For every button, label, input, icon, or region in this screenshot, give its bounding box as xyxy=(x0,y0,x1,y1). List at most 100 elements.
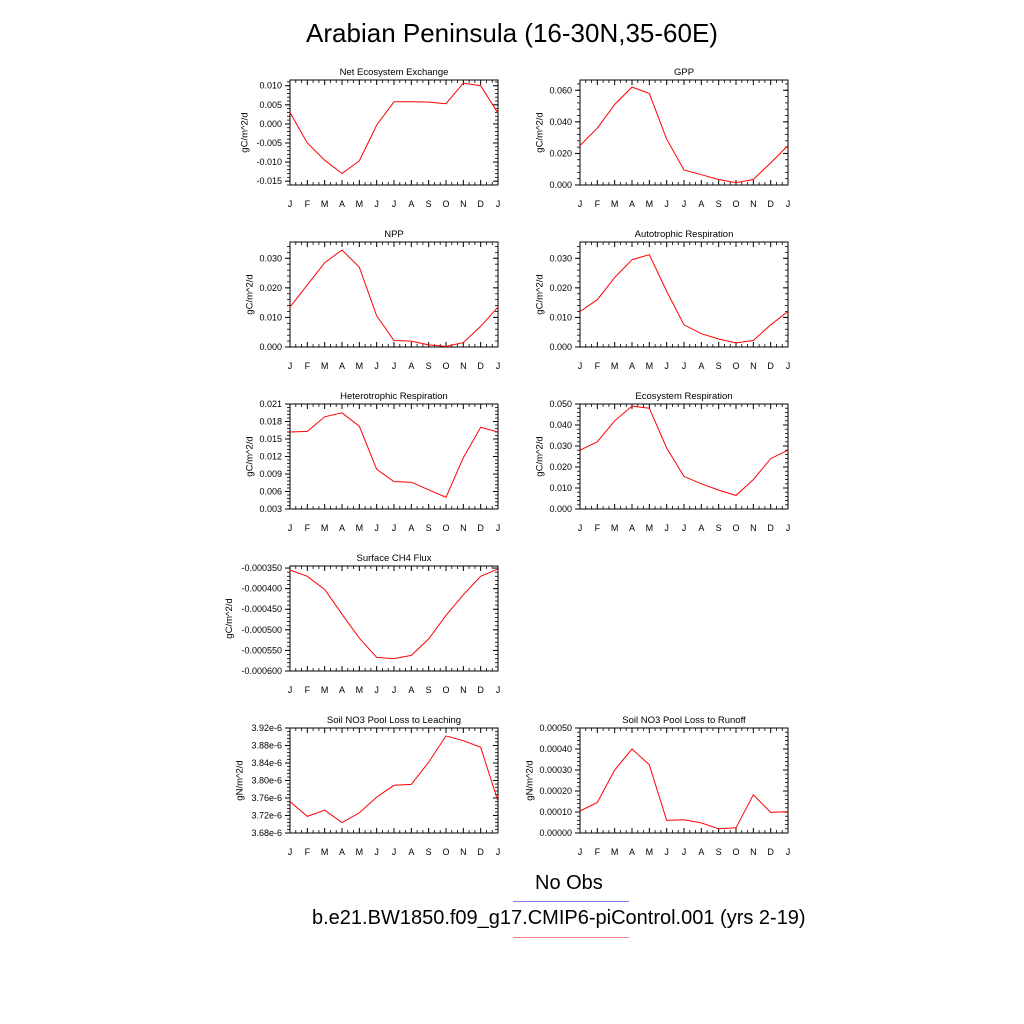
panel-title: NPP xyxy=(384,229,404,240)
x-tick-label: F xyxy=(305,361,311,371)
x-tick-label: O xyxy=(442,199,449,209)
x-tick-label: D xyxy=(477,523,484,533)
x-tick-label: J xyxy=(786,361,791,371)
x-tick-label: S xyxy=(426,847,432,857)
x-tick-label: A xyxy=(339,847,345,857)
x-tick-label: S xyxy=(426,685,432,695)
x-tick-label: F xyxy=(305,199,311,209)
x-tick-label: A xyxy=(698,199,704,209)
y-tick-label: 3.84e-6 xyxy=(251,758,282,768)
x-tick-label: A xyxy=(339,199,345,209)
y-tick-label: -0.015 xyxy=(256,176,282,186)
y-tick-label: 0.015 xyxy=(259,434,282,444)
x-tick-label: J xyxy=(288,361,293,371)
y-tick-label: 0.020 xyxy=(259,283,282,293)
y-tick-label: 0.005 xyxy=(259,100,282,110)
y-tick-label: -0.000400 xyxy=(241,584,282,594)
x-tick-label: J xyxy=(392,523,397,533)
y-tick-label: -0.010 xyxy=(256,157,282,167)
y-axis-label: gN/m^2/d xyxy=(234,760,245,800)
y-axis-label: gC/m^2/d xyxy=(245,274,256,314)
x-tick-label: J xyxy=(786,199,791,209)
y-tick-label: 3.88e-6 xyxy=(251,741,282,751)
y-tick-label: 0.00030 xyxy=(539,765,572,775)
x-tick-label: O xyxy=(442,523,449,533)
x-tick-label: O xyxy=(732,523,739,533)
x-tick-label: D xyxy=(767,361,774,371)
legend-model-line xyxy=(513,937,629,938)
y-tick-label: 0.020 xyxy=(549,462,572,472)
y-tick-label: 0.000 xyxy=(259,342,282,352)
y-tick-label: 0.003 xyxy=(259,504,282,514)
panel-title: Net Ecosystem Exchange xyxy=(340,67,449,78)
y-tick-label: 0.010 xyxy=(549,483,572,493)
y-tick-label: 0.020 xyxy=(549,148,572,158)
x-tick-label: D xyxy=(477,199,484,209)
y-tick-label: 0.030 xyxy=(259,253,282,263)
x-tick-label: N xyxy=(460,847,467,857)
x-tick-label: J xyxy=(288,685,293,695)
x-tick-label: M xyxy=(321,847,329,857)
x-tick-label: F xyxy=(305,523,311,533)
x-tick-label: O xyxy=(442,847,449,857)
y-tick-label: 0.060 xyxy=(549,85,572,95)
x-tick-label: A xyxy=(698,361,704,371)
y-tick-label: 3.76e-6 xyxy=(251,793,282,803)
y-tick-label: 3.80e-6 xyxy=(251,776,282,786)
plot-frame xyxy=(289,241,499,348)
x-tick-label: A xyxy=(629,199,635,209)
x-tick-label: M xyxy=(646,199,654,209)
plot-frame xyxy=(579,241,789,348)
x-tick-label: F xyxy=(305,847,311,857)
x-tick-label: F xyxy=(595,847,601,857)
series-line xyxy=(579,748,789,830)
y-tick-label: 0.000 xyxy=(259,119,282,129)
legend-obs-line xyxy=(513,901,629,902)
x-tick-label: A xyxy=(408,685,414,695)
x-tick-label: A xyxy=(408,361,414,371)
series-line xyxy=(579,86,789,184)
x-tick-label: F xyxy=(305,685,311,695)
x-tick-label: J xyxy=(392,847,397,857)
x-tick-label: D xyxy=(477,685,484,695)
x-tick-label: O xyxy=(442,361,449,371)
x-tick-label: J xyxy=(786,523,791,533)
plot-frame xyxy=(579,403,789,510)
x-tick-label: J xyxy=(496,847,501,857)
x-tick-label: M xyxy=(321,361,329,371)
y-tick-label: 0.030 xyxy=(549,253,572,263)
x-tick-label: J xyxy=(374,847,379,857)
x-tick-label: S xyxy=(426,361,432,371)
x-tick-label: D xyxy=(477,847,484,857)
panel-title: Heterotrophic Respiration xyxy=(340,391,448,402)
x-tick-label: J xyxy=(496,361,501,371)
y-axis-label: gN/m^2/d xyxy=(524,760,535,800)
x-tick-label: D xyxy=(767,523,774,533)
y-tick-label: 0.040 xyxy=(549,420,572,430)
y-tick-label: 3.92e-6 xyxy=(251,723,282,733)
x-tick-label: M xyxy=(611,199,619,209)
x-tick-label: M xyxy=(321,523,329,533)
x-tick-label: D xyxy=(767,199,774,209)
y-axis-label: gC/m^2/d xyxy=(224,598,235,638)
x-tick-label: N xyxy=(750,523,757,533)
y-tick-label: 0.010 xyxy=(259,312,282,322)
x-tick-label: O xyxy=(732,847,739,857)
x-tick-label: O xyxy=(732,199,739,209)
series-line xyxy=(289,735,499,824)
y-axis-label: gC/m^2/d xyxy=(535,436,546,476)
legend-model-label: b.e21.BW1850.f09_g17.CMIP6-piControl.001… xyxy=(312,907,806,929)
x-tick-label: J xyxy=(664,847,669,857)
series-line xyxy=(579,405,789,496)
x-tick-label: S xyxy=(716,199,722,209)
x-tick-label: M xyxy=(646,847,654,857)
panel-title: Surface CH4 Flux xyxy=(357,553,432,564)
x-tick-label: M xyxy=(321,685,329,695)
y-axis-label: gC/m^2/d xyxy=(535,274,546,314)
x-tick-label: S xyxy=(426,523,432,533)
x-tick-label: J xyxy=(682,361,687,371)
